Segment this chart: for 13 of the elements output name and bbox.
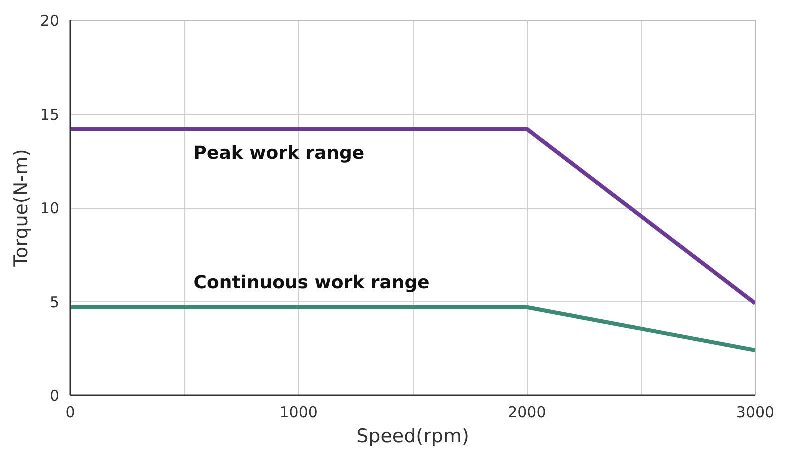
y-tick-label: 5 <box>50 293 60 312</box>
x-axis-title: Speed(rpm) <box>356 426 470 448</box>
x-tick-label: 2000 <box>508 404 546 422</box>
series-label: Continuous work range <box>194 272 430 294</box>
x-tick-label: 1000 <box>280 404 318 422</box>
y-axis-title: Torque(N-m) <box>10 149 32 268</box>
y-tick-label: 20 <box>40 12 60 30</box>
y-tick-label: 0 <box>50 387 60 405</box>
y-tick-label: 15 <box>40 106 60 124</box>
x-tick-label: 0 <box>66 404 76 422</box>
y-tick-label: 10 <box>40 200 60 218</box>
series-label: Peak work range <box>194 143 365 164</box>
x-tick-label: 3000 <box>736 404 775 422</box>
